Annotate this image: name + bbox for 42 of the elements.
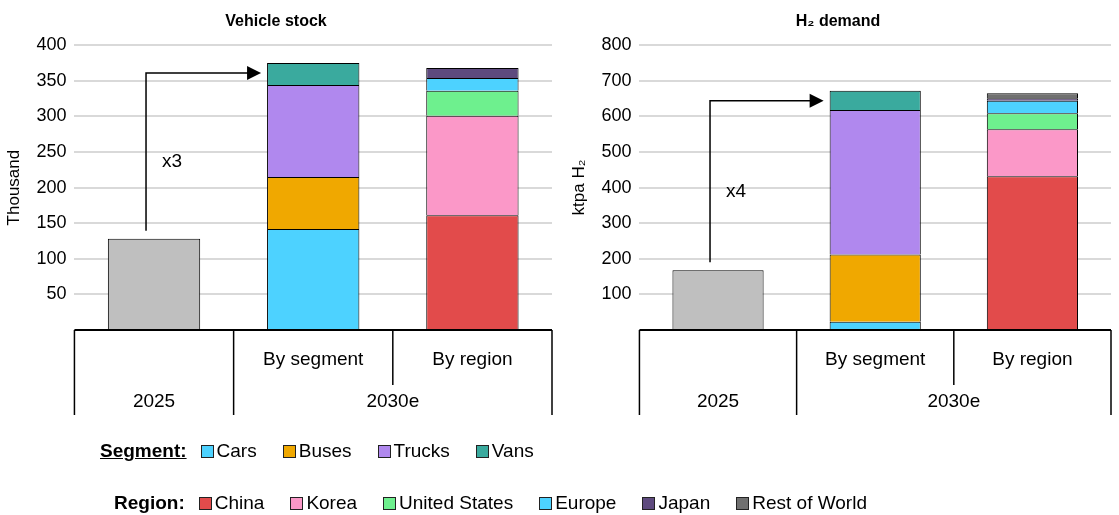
legend-label: Cars (215, 440, 257, 462)
y-tick-label: 600 (601, 105, 632, 126)
y-tick-label: 100 (601, 283, 632, 304)
y-tick-label: 300 (36, 105, 67, 126)
y-tick-label: 50 (46, 283, 67, 304)
y-axis-title: Thousand (3, 149, 23, 226)
y-tick-label: 400 (36, 34, 67, 55)
annotation: x3 (162, 150, 183, 172)
x-tick-label: By region (992, 348, 1073, 370)
y-tick-label: 400 (601, 176, 632, 197)
text: 2025 (132, 390, 176, 412)
chart-title: Vehicle stock (225, 12, 327, 30)
legend-label: United States (398, 492, 514, 514)
y-tick-label: 700 (601, 69, 632, 90)
y-tick-label: 350 (36, 69, 67, 90)
y-tick-label: 200 (36, 176, 67, 197)
legend-label: Europe (554, 492, 617, 514)
legend-label: Trucks (392, 440, 450, 462)
legend-label: Buses (297, 440, 352, 462)
y-tick-label: 200 (601, 247, 632, 268)
legend-label: Japan (657, 492, 711, 514)
y-tick-label: 500 (601, 140, 632, 161)
y-tick-label: 100 (36, 247, 67, 268)
x-tick-label: By segment (263, 348, 365, 370)
y-tick-label: 150 (36, 212, 67, 233)
text: 2025 (696, 390, 740, 412)
y-tick-label: 800 (601, 34, 632, 55)
legend-label: Rest of World (751, 492, 867, 514)
x-tick-label: By segment (825, 348, 927, 370)
annotation: x4 (726, 179, 747, 201)
y-axis-title: ktpa H₂ (568, 159, 588, 216)
legend-label: Korea (305, 492, 358, 514)
legend-label: Vans (490, 440, 534, 462)
text: 2030e (927, 390, 981, 412)
legend-title: Region: (114, 492, 185, 514)
y-tick-label: 250 (36, 140, 67, 161)
chart-title: H₂ demand (795, 12, 881, 30)
legend-title: Segment: (100, 440, 187, 462)
text: 2030e (366, 390, 420, 412)
y-tick-label: 300 (601, 212, 632, 233)
legend-label: China (213, 492, 265, 514)
x-tick-label: By region (432, 348, 513, 370)
